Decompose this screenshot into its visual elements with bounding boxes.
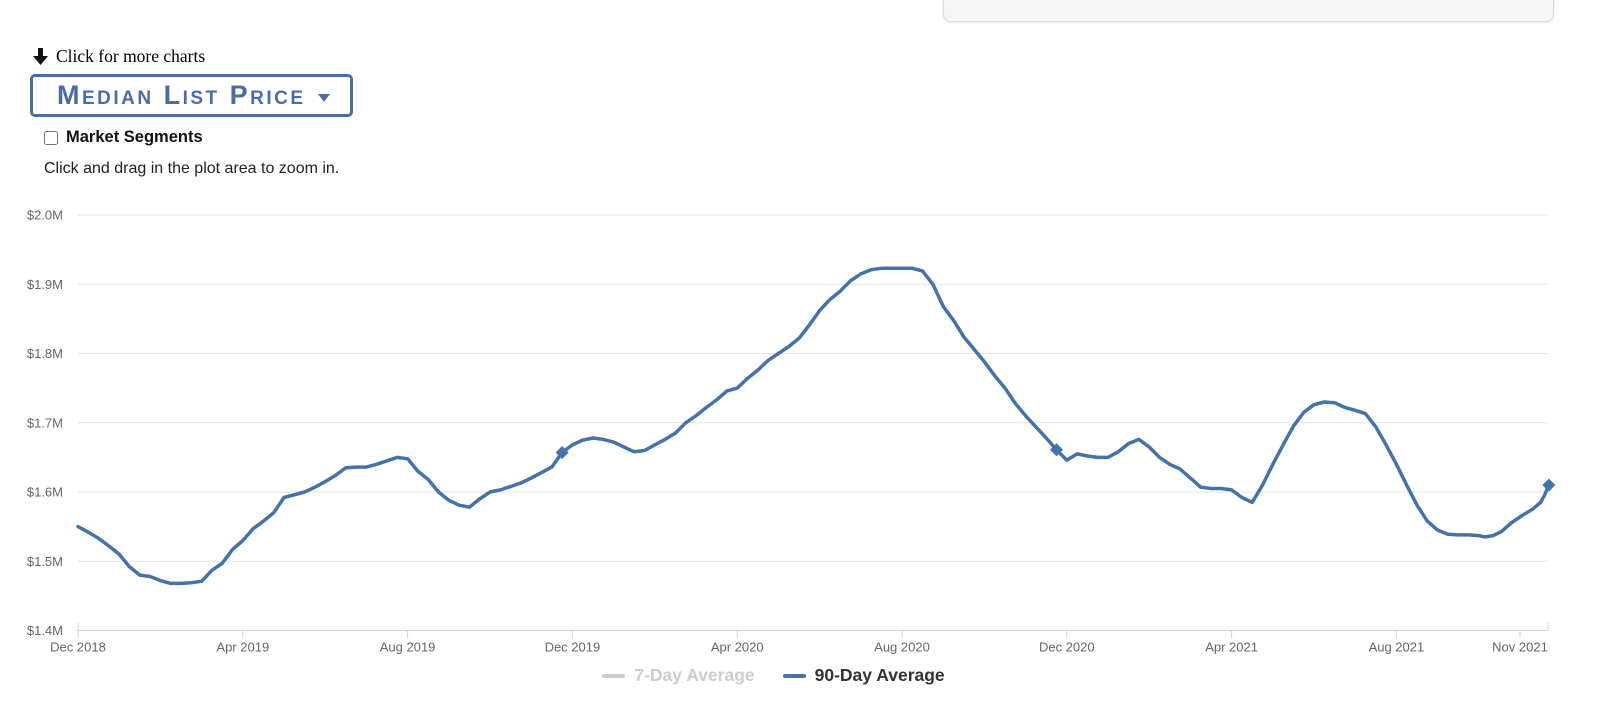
y-axis-label: $1.4M bbox=[27, 623, 63, 638]
x-axis-label: Nov 2021 bbox=[1492, 640, 1548, 655]
chart-legend: 7-Day Average 90-Day Average bbox=[0, 665, 1547, 686]
metric-selector-label: Median List Price bbox=[57, 80, 306, 110]
caret-down-icon bbox=[317, 93, 330, 102]
x-axis-label: Apr 2021 bbox=[1205, 640, 1258, 655]
y-axis-label: $1.8M bbox=[27, 346, 63, 361]
market-segments-toggle[interactable]: Market Segments bbox=[44, 128, 203, 147]
x-axis-label: Aug 2021 bbox=[1369, 640, 1425, 655]
legend-label: 90-Day Average bbox=[814, 665, 945, 685]
x-axis-label: Apr 2020 bbox=[711, 640, 764, 655]
series-dash-icon bbox=[602, 673, 626, 678]
top-right-panel bbox=[943, 0, 1554, 22]
plot-area[interactable] bbox=[78, 205, 1548, 631]
more-charts-label: Click for more charts bbox=[56, 46, 206, 66]
series-dash-icon bbox=[782, 673, 806, 678]
legend-label: 7-Day Average bbox=[634, 665, 755, 685]
y-axis-label: $2.0M bbox=[27, 208, 63, 223]
legend-item-7-day-average[interactable]: 7-Day Average bbox=[602, 665, 755, 686]
y-axis-label: $1.6M bbox=[27, 485, 63, 500]
zoom-hint: Click and drag in the plot area to zoom … bbox=[44, 160, 340, 177]
y-axis-label: $1.9M bbox=[27, 277, 63, 292]
x-axis-label: Apr 2019 bbox=[216, 640, 269, 655]
x-axis-label: Dec 2018 bbox=[50, 640, 106, 655]
x-axis-label: Aug 2020 bbox=[874, 640, 930, 655]
more-charts-link[interactable]: Click for more charts bbox=[33, 46, 205, 67]
x-axis-label: Aug 2019 bbox=[380, 640, 436, 655]
market-segments-checkbox[interactable] bbox=[44, 130, 58, 145]
series-line-90-day-average bbox=[76, 266, 1551, 586]
legend-item-90-day-average[interactable]: 90-Day Average bbox=[782, 665, 945, 686]
x-axis-label: Dec 2019 bbox=[545, 640, 601, 655]
y-axis-label: $1.7M bbox=[27, 415, 63, 430]
series-marker-diamond bbox=[1050, 443, 1063, 457]
market-segments-label: Market Segments bbox=[66, 128, 203, 146]
x-axis-label: Dec 2020 bbox=[1039, 640, 1095, 655]
series-marker-diamond bbox=[555, 446, 569, 460]
down-arrow-icon bbox=[33, 48, 48, 65]
metric-selector-button[interactable]: Median List Price bbox=[30, 74, 353, 117]
series-marker-diamond bbox=[1542, 478, 1556, 492]
y-axis-label: $1.5M bbox=[27, 554, 63, 569]
